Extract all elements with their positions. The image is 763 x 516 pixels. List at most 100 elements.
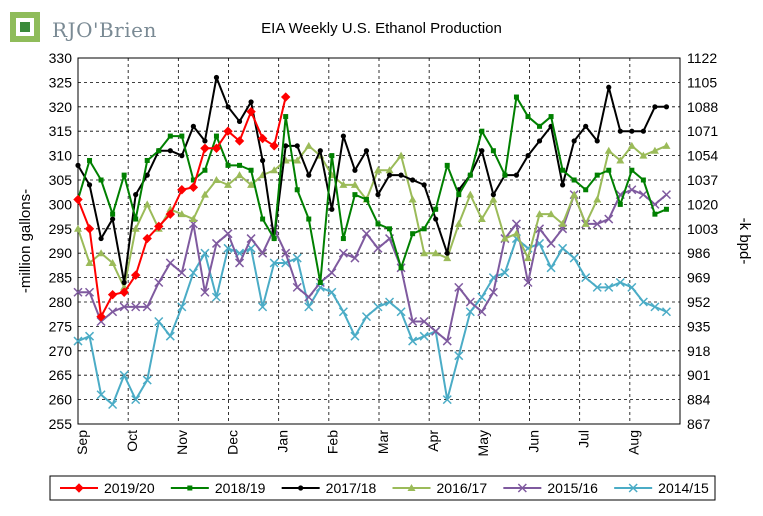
data-point-2015-16 — [488, 287, 498, 297]
data-point-2018-19 — [133, 216, 139, 222]
data-point-2016-17 — [385, 166, 394, 174]
data-point-2018-19 — [571, 177, 577, 183]
data-point-2017-18 — [375, 192, 381, 198]
legend-marker-2014-15 — [628, 483, 638, 493]
data-point-2015-16 — [511, 219, 521, 229]
data-point-2017-18 — [213, 74, 220, 81]
data-point-2018-19 — [260, 216, 266, 222]
y-tick-label: 265 — [49, 367, 73, 383]
data-point-2018-19 — [410, 231, 416, 237]
x-tick-label: Jun — [525, 430, 541, 453]
data-point-2015-16 — [373, 243, 383, 253]
data-point-2015-16 — [211, 238, 221, 248]
data-point-2016-17 — [200, 190, 209, 198]
data-point-2014-15 — [604, 282, 614, 292]
x-tick-label: Aug — [626, 430, 642, 455]
data-point-2015-16 — [131, 302, 141, 312]
y-tick-label: 270 — [49, 343, 73, 359]
data-point-2017-18 — [386, 172, 393, 178]
data-point-2014-15 — [338, 307, 348, 317]
y-tick-label: 280 — [49, 294, 73, 310]
data-point-2016-17 — [235, 171, 244, 179]
y2-tick-label: 1054 — [687, 148, 718, 164]
legend-label-2016-17: 2016/17 — [437, 480, 488, 496]
data-point-2016-17 — [223, 180, 232, 188]
data-point-2017-18 — [190, 123, 196, 129]
data-point-2018-19 — [629, 167, 635, 173]
series-line-2016-17 — [77, 144, 667, 289]
data-point-2018-19 — [606, 167, 612, 173]
legend-label-2014-15: 2014/15 — [658, 480, 709, 496]
data-point-2017-18 — [121, 279, 127, 286]
data-point-2016-17 — [108, 258, 117, 266]
data-point-2018-19 — [121, 172, 127, 178]
x-tick-label: Nov — [174, 430, 190, 455]
data-point-2014-15 — [269, 258, 279, 268]
data-point-2016-17 — [627, 141, 636, 149]
x-tick-label: May — [475, 430, 491, 456]
data-point-2019-20 — [246, 106, 256, 117]
data-point-2017-18 — [75, 162, 81, 168]
data-point-2016-17 — [547, 210, 556, 218]
data-point-2016-17 — [477, 215, 486, 223]
data-point-2014-15 — [419, 331, 429, 341]
data-point-2014-15 — [108, 399, 118, 410]
y2-tick-label: 935 — [687, 318, 711, 334]
data-point-2017-18 — [640, 128, 646, 134]
y-tick-label: 315 — [49, 123, 73, 139]
data-point-2017-18 — [225, 104, 231, 110]
data-point-2016-17 — [293, 156, 302, 164]
data-point-2018-19 — [375, 221, 381, 227]
data-point-2015-16 — [304, 292, 314, 302]
data-point-2018-19 — [583, 187, 589, 193]
data-point-2018-19 — [479, 128, 485, 134]
data-point-2017-18 — [606, 84, 612, 90]
data-point-2017-18 — [421, 182, 427, 188]
y2-tick-label: 986 — [687, 245, 711, 261]
data-point-2017-18 — [352, 167, 358, 173]
data-point-2016-17 — [74, 224, 82, 232]
logo-mark-icon — [10, 12, 40, 42]
data-point-2016-17 — [420, 249, 429, 257]
data-point-2015-16 — [546, 238, 556, 248]
data-point-2016-17 — [304, 141, 313, 149]
data-point-2014-15 — [546, 263, 556, 273]
data-point-2017-18 — [306, 172, 312, 178]
data-point-2018-19 — [513, 94, 519, 100]
data-point-2018-19 — [560, 167, 566, 173]
data-point-2014-15 — [385, 297, 395, 307]
x-tick-label: Oct — [124, 430, 140, 452]
y2-tick-label: 1088 — [687, 99, 718, 115]
data-point-2018-19 — [663, 206, 669, 212]
data-point-2014-15 — [396, 307, 406, 317]
data-point-2016-17 — [247, 180, 256, 188]
data-point-2018-19 — [306, 216, 312, 222]
data-point-2015-16 — [96, 316, 106, 327]
data-point-2017-18 — [571, 138, 577, 144]
data-point-2016-17 — [177, 210, 186, 218]
data-point-2015-16 — [142, 302, 152, 312]
data-point-2017-18 — [617, 128, 623, 134]
y2-tick-label: 1105 — [687, 74, 717, 90]
data-point-2017-18 — [490, 192, 496, 198]
data-point-2018-19 — [317, 279, 323, 285]
data-point-2018-19 — [225, 162, 231, 168]
data-point-2016-17 — [662, 141, 671, 149]
data-point-2018-19 — [167, 133, 173, 139]
data-point-2016-17 — [97, 249, 106, 257]
data-point-2016-17 — [85, 258, 94, 266]
data-point-2017-18 — [260, 157, 266, 164]
y-tick-label: 300 — [49, 196, 73, 212]
data-point-2018-19 — [456, 192, 462, 198]
data-point-2019-20 — [234, 136, 245, 146]
data-point-2017-18 — [144, 172, 150, 178]
data-point-2015-16 — [592, 219, 602, 229]
x-tick-label: Jan — [275, 430, 291, 453]
brand-logo: RJO'Brien — [8, 8, 158, 48]
data-point-2018-19 — [444, 162, 450, 168]
data-point-2014-15 — [465, 307, 475, 317]
series-line-2017-18 — [77, 76, 667, 284]
data-point-2015-16 — [235, 258, 245, 268]
data-point-2019-20 — [211, 143, 222, 153]
data-point-2016-17 — [604, 146, 613, 154]
